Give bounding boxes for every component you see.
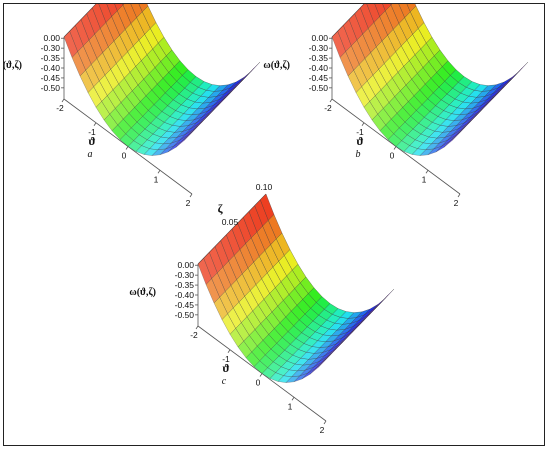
theta-tick	[361, 122, 365, 126]
surface-mesh	[63, 4, 261, 156]
theta-tick-label: 1	[288, 401, 293, 411]
omega-tick-label: -0.45	[309, 73, 329, 83]
panel-b: 0.00-0.30-0.35-0.40-0.45-0.50ω(ϑ,ζ)0.050…	[263, 4, 529, 208]
surface-patch	[230, 77, 245, 88]
theta-tick	[93, 122, 97, 126]
theta-axis-label: ϑ	[222, 361, 229, 375]
surface-patch	[498, 77, 513, 88]
surface-patch	[380, 288, 395, 304]
panel-letter: a	[88, 149, 93, 160]
theta-axis-label: ϑ	[88, 134, 95, 148]
theta-tick-label: -2	[56, 103, 64, 113]
omega-tick-label: 0.00	[43, 33, 60, 43]
theta-tick-label: 2	[454, 198, 459, 208]
zeta-axis-label: ζ	[218, 202, 224, 216]
figure-frame: 0.00-0.30-0.35-0.40-0.45-0.50ω(ϑ,ζ)0.050…	[3, 3, 545, 446]
theta-tick	[157, 170, 161, 174]
theta-tick	[189, 193, 193, 198]
omega-tick-label: -0.50	[41, 83, 61, 93]
omega-tick-label: -0.30	[309, 43, 329, 53]
theta-axis-label: ϑ	[356, 134, 363, 148]
omega-tick-label: 0.00	[311, 33, 328, 43]
omega-tick-label: -0.35	[175, 280, 195, 290]
zeta-tick-label: 0.10	[256, 182, 273, 192]
theta-tick-label: -1	[222, 354, 230, 364]
omega-axis-label: ω(ϑ,ζ)	[129, 287, 156, 298]
theta-tick	[425, 170, 429, 174]
surface-plot-figure: 0.00-0.30-0.35-0.40-0.45-0.50ω(ϑ,ζ)0.050…	[4, 4, 529, 435]
omega-tick-label: -0.45	[41, 73, 61, 83]
theta-tick	[323, 420, 327, 425]
theta-tick	[291, 397, 295, 401]
omega-tick-label: 0.00	[177, 260, 194, 270]
theta-tick	[227, 349, 231, 353]
theta-tick-label: -2	[324, 103, 332, 113]
omega-tick-label: -0.50	[309, 83, 329, 93]
surface-mesh	[197, 193, 395, 383]
panel-letter: b	[356, 149, 361, 160]
omega-tick-label: -0.40	[309, 63, 329, 73]
theta-tick	[393, 146, 397, 150]
omega-tick-label: -0.30	[41, 43, 61, 53]
theta-tick-label: 1	[154, 174, 159, 184]
zeta-tick-label: 0.05	[222, 217, 239, 227]
omega-tick-label: -0.35	[309, 53, 329, 63]
panel-letter: c	[222, 376, 227, 387]
theta-tick-label: -1	[88, 127, 96, 137]
theta-tick	[329, 98, 333, 103]
surface-mesh	[331, 4, 529, 156]
surface-patch	[514, 61, 529, 77]
theta-tick	[259, 373, 263, 377]
omega-tick-label: -0.35	[41, 53, 61, 63]
theta-tick	[61, 98, 65, 103]
theta-tick-label: 0	[390, 151, 395, 161]
theta-tick	[195, 325, 199, 330]
theta-tick	[125, 146, 129, 150]
panel-c: 0.00-0.30-0.35-0.40-0.45-0.50 ω(ϑ,ζ) 0.05 0…	[129, 182, 395, 435]
omega-tick-label: -0.45	[175, 300, 195, 310]
panel-a: 0.00-0.30-0.35-0.40-0.45-0.50ω(ϑ,ζ)0.050…	[4, 4, 261, 208]
theta-tick-label: 2	[320, 425, 325, 435]
theta-tick-label: -1	[356, 127, 364, 137]
omega-tick-label: -0.50	[175, 310, 195, 320]
surface-patch	[364, 304, 379, 315]
theta-tick-label: 1	[422, 174, 427, 184]
theta-tick-label: -2	[190, 330, 198, 340]
omega-tick-label: -0.40	[41, 63, 61, 73]
theta-tick	[457, 193, 461, 198]
omega-axis-label: ω(ϑ,ζ)	[263, 60, 290, 71]
omega-tick-label: -0.40	[175, 290, 195, 300]
omega-tick-label: -0.30	[175, 270, 195, 280]
theta-tick-label: 2	[186, 198, 191, 208]
omega-axis-label: ω(ϑ,ζ)	[4, 60, 22, 71]
theta-tick-label: 0	[122, 151, 127, 161]
surface-patch	[246, 61, 261, 77]
theta-tick-label: 0	[256, 378, 261, 388]
